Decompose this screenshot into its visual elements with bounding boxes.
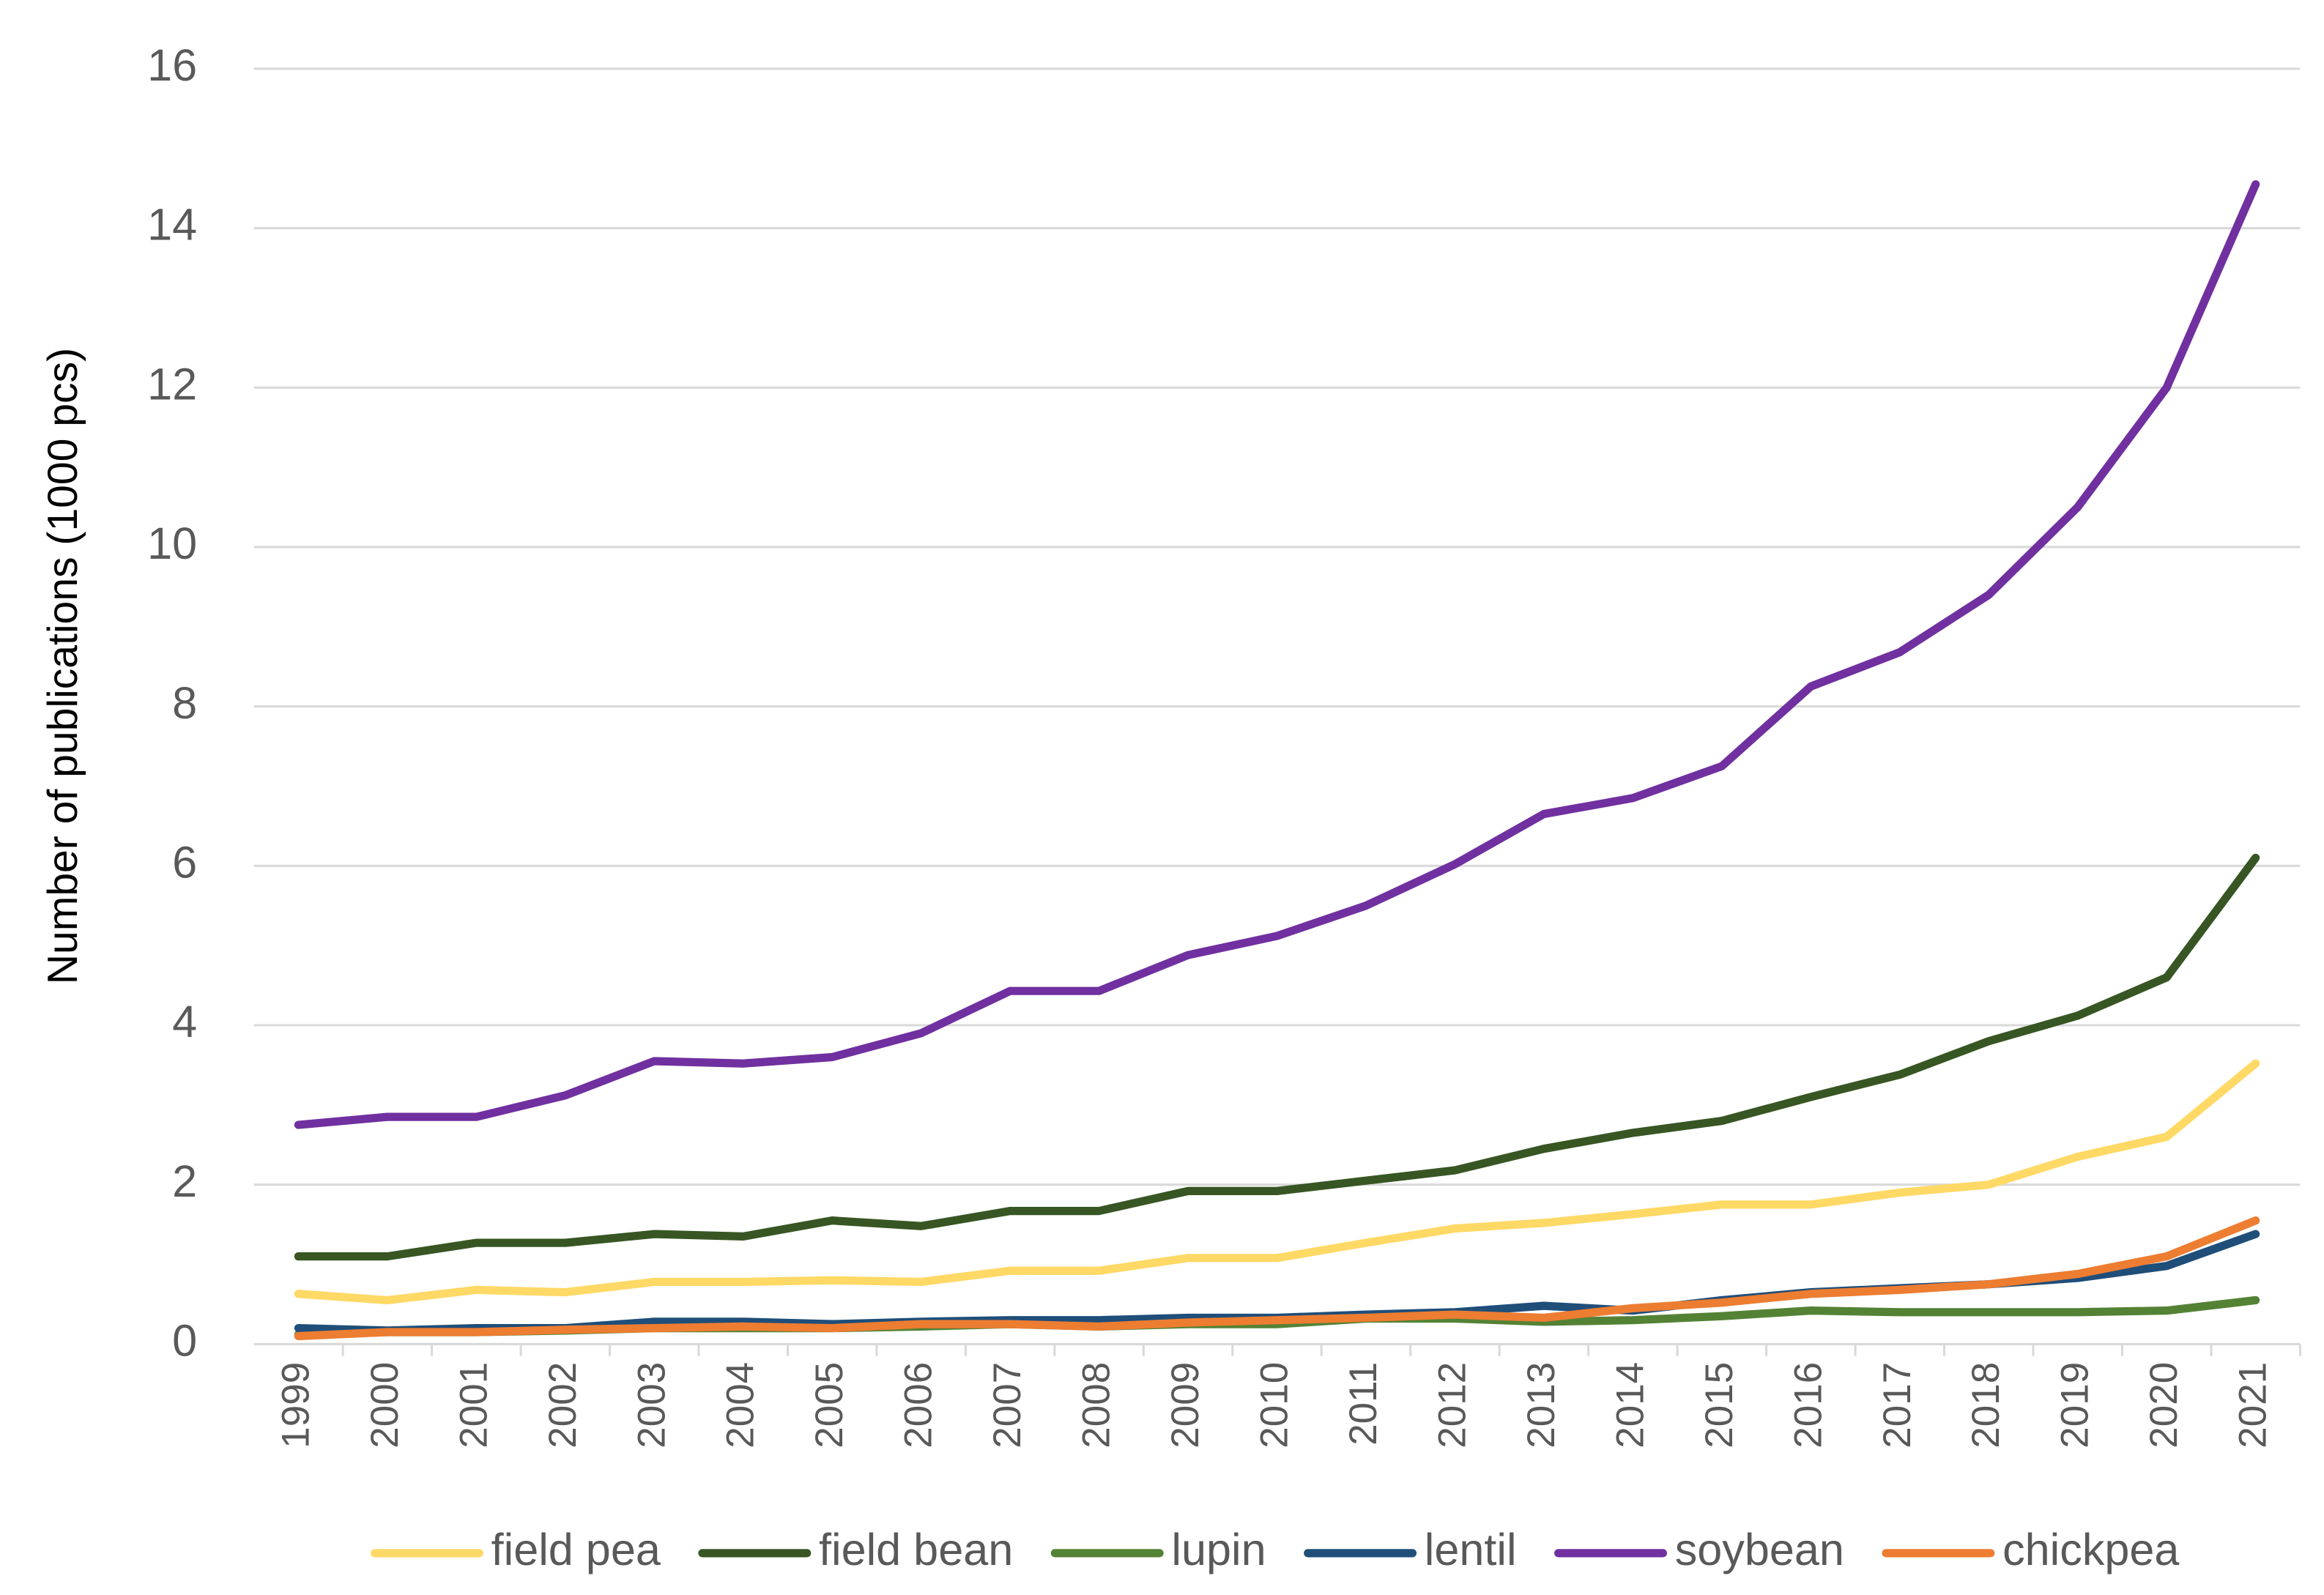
series-line (294, 853, 2260, 1261)
y-tick-label: 2 (172, 1156, 197, 1206)
x-tick-label: 1999 (274, 1362, 317, 1449)
series-line (294, 1216, 2260, 1341)
x-tick-label: 2002 (541, 1362, 584, 1449)
legend-label: soybean (1675, 1525, 1844, 1574)
x-tick-label: 2000 (363, 1362, 406, 1449)
x-tick-label: 2020 (2142, 1362, 2186, 1449)
x-tick-label: 2014 (1608, 1362, 1652, 1449)
x-tick-label: 2021 (2232, 1362, 2275, 1449)
x-tick-label: 2001 (452, 1362, 495, 1449)
x-tick-label: 2012 (1430, 1362, 1474, 1449)
series-line (294, 180, 2260, 1129)
y-tick-label: 6 (172, 837, 197, 887)
series-line (294, 1059, 2260, 1305)
x-tick-label: 2005 (808, 1362, 851, 1449)
x-tick-label: 2013 (1520, 1362, 1563, 1449)
x-tick-label: 2018 (1964, 1362, 2008, 1449)
x-tick-label: 2015 (1698, 1362, 1741, 1449)
legend-label: field bean (819, 1525, 1013, 1574)
x-tick-label: 2016 (1786, 1362, 1830, 1449)
legend-label: chickpea (2002, 1525, 2180, 1574)
x-tick-label: 2009 (1164, 1362, 1207, 1449)
y-tick-label: 4 (172, 997, 197, 1046)
x-tick-label: 2019 (2054, 1362, 2097, 1449)
x-tick-label: 2004 (719, 1362, 762, 1449)
x-tick-label: 2006 (897, 1362, 940, 1449)
x-tick-label: 2011 (1342, 1362, 1385, 1446)
y-tick-label: 12 (147, 359, 197, 409)
legend-label: field pea (491, 1525, 661, 1574)
legend-label: lupin (1171, 1525, 1266, 1574)
x-tick-label: 2007 (986, 1362, 1029, 1449)
x-tick-label: 2008 (1075, 1362, 1118, 1449)
y-tick-label: 16 (147, 40, 197, 90)
x-tick-label: 2017 (1876, 1362, 1919, 1449)
y-tick-label: 10 (147, 518, 197, 568)
legend-label: lentil (1425, 1525, 1517, 1574)
y-axis-title: Number of publications (1000 pcs) (40, 348, 86, 984)
x-tick-label: 2010 (1253, 1362, 1296, 1449)
x-tick-label: 2003 (630, 1362, 673, 1449)
y-tick-label: 0 (172, 1316, 197, 1366)
y-tick-label: 14 (147, 200, 197, 250)
y-tick-label: 8 (172, 678, 197, 728)
